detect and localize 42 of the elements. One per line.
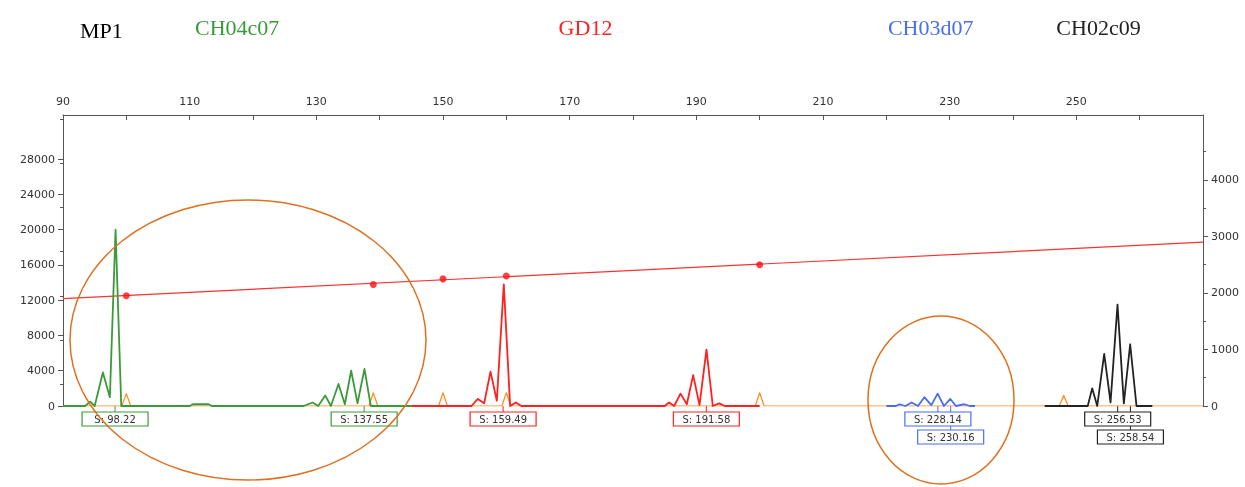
point <box>502 272 510 280</box>
y-tick-label: 0 <box>48 399 55 413</box>
x-tick-label: 130 <box>305 95 327 108</box>
y2-tick-label: 4000 <box>1211 173 1239 187</box>
y-tick-label: 4000 <box>27 364 55 378</box>
text: CH02c09 <box>1056 14 1141 40</box>
annotation: S: 137.55 <box>340 413 389 425</box>
y-tick-label: 8000 <box>27 328 55 342</box>
y2-tick-label: 0 <box>1211 399 1218 413</box>
text: CH04c07 <box>195 14 280 40</box>
point <box>369 281 377 289</box>
y2-tick-label: 1000 <box>1211 343 1239 356</box>
x-tick-label: 210 <box>812 95 834 108</box>
x-tick-label: 190 <box>685 95 707 108</box>
annotation: S: 228.14 <box>913 413 962 425</box>
y2-tick-label: 3000 <box>1211 229 1239 243</box>
annotation: S: 191.58 <box>682 413 731 425</box>
text: GD12 <box>558 14 613 40</box>
line-series <box>62 228 413 407</box>
point <box>122 292 130 300</box>
annotation: S: 159.49 <box>479 413 528 425</box>
annotation: S: 256.53 <box>1093 413 1142 425</box>
y-tick-label: 20000 <box>20 223 55 237</box>
annotation: S: 230.16 <box>926 431 975 443</box>
x-tick-label: 250 <box>1065 95 1087 108</box>
point <box>756 261 764 269</box>
y-tick-label: 16000 <box>20 258 55 272</box>
annotation: S: 258.54 <box>1106 431 1155 443</box>
line-series <box>885 392 976 407</box>
y-tick-label: 28000 <box>20 152 55 166</box>
x-tick-label: 150 <box>432 95 454 108</box>
line-series <box>1043 303 1154 407</box>
text: CH03d07 <box>887 14 974 40</box>
line-series <box>410 283 761 407</box>
y-tick-label: 24000 <box>20 187 55 201</box>
x-tick-label: 110 <box>179 95 201 108</box>
y-tick-label: 12000 <box>20 293 55 307</box>
x-tick-label: 230 <box>939 95 961 108</box>
x-tick-label: 90 <box>56 95 70 108</box>
y2-tick-label: 2000 <box>1211 286 1239 300</box>
x-tick-label: 170 <box>559 95 581 108</box>
chart-title: MP1 <box>80 17 123 43</box>
